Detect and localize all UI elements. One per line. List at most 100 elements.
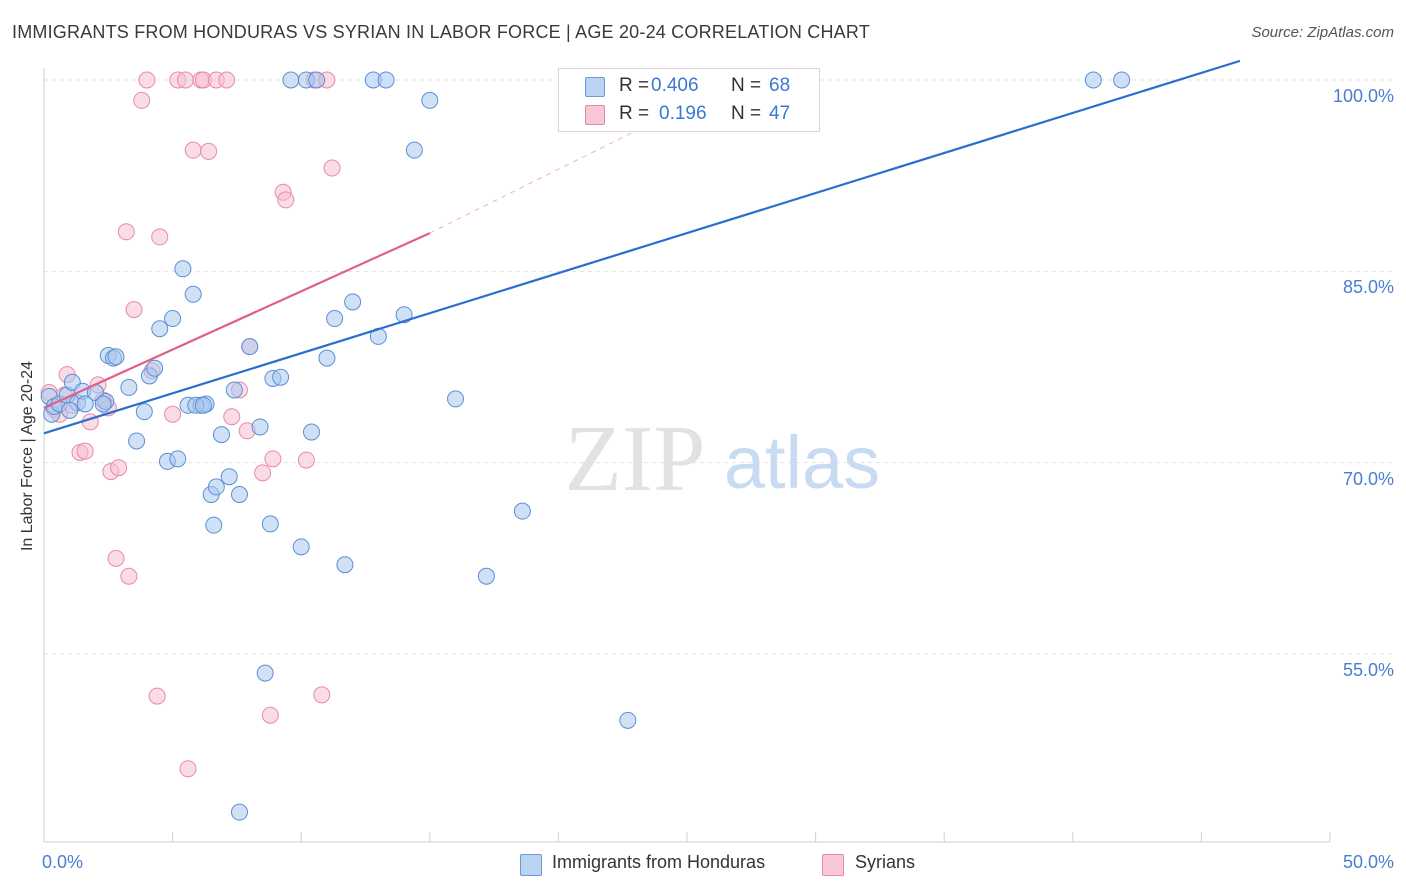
trend-lines	[43, 59, 1241, 435]
point-honduras	[318, 349, 336, 367]
legend-n-value: 68	[769, 75, 791, 96]
point-syrians	[107, 549, 125, 567]
point-syrians	[200, 142, 218, 160]
point-syrians	[176, 71, 194, 89]
point-syrians	[138, 71, 156, 89]
watermark: ZIP atlas	[565, 407, 881, 511]
point-honduras	[76, 395, 94, 413]
legend-row-syrians: R = 0.196 N = 47	[559, 101, 819, 127]
point-honduras	[135, 403, 153, 421]
point-honduras	[146, 359, 164, 377]
point-honduras	[205, 516, 223, 534]
point-honduras	[447, 390, 465, 408]
point-syrians	[297, 451, 315, 469]
point-syrians	[264, 450, 282, 468]
point-honduras	[230, 486, 248, 504]
data-points	[40, 71, 1131, 821]
x-tick-min: 0.0%	[42, 852, 84, 872]
chart-title: IMMIGRANTS FROM HONDURAS VS SYRIAN IN LA…	[12, 22, 870, 42]
point-honduras	[120, 378, 138, 396]
point-syrians	[120, 567, 138, 585]
point-honduras	[256, 664, 274, 682]
point-honduras	[344, 293, 362, 311]
point-honduras	[1084, 71, 1102, 89]
point-honduras	[405, 141, 423, 159]
point-honduras	[282, 71, 300, 89]
point-honduras	[241, 338, 259, 356]
legend-r-label: R =	[619, 103, 650, 124]
point-honduras	[377, 71, 395, 89]
point-honduras	[164, 310, 182, 328]
y-tick-label: 85.0%	[1342, 277, 1394, 298]
y-tick-label: 70.0%	[1342, 468, 1394, 489]
point-syrians	[323, 159, 341, 177]
watermark-atlas: atlas	[724, 421, 880, 504]
trend-line-syrians	[43, 232, 431, 409]
point-honduras	[207, 478, 225, 496]
point-syrians	[179, 760, 197, 778]
point-honduras	[151, 320, 169, 338]
point-honduras	[107, 348, 125, 366]
point-syrians	[151, 228, 169, 246]
gridlines	[44, 79, 1395, 655]
axes	[43, 68, 1331, 843]
point-honduras	[174, 260, 192, 278]
point-honduras	[619, 711, 637, 729]
point-syrians	[277, 191, 295, 209]
point-syrians	[313, 686, 331, 704]
point-honduras	[308, 71, 326, 89]
source-label: Source: ZipAtlas.com	[1251, 24, 1394, 41]
point-syrians	[218, 71, 236, 89]
legend-r-label: R =	[619, 75, 650, 96]
legend-n-value: 47	[769, 103, 791, 124]
point-honduras	[302, 423, 320, 441]
stats-legend: R = 0.406 N = 68 R = 0.196 N = 47	[558, 68, 820, 132]
legend-r-value: 0.406	[651, 75, 699, 96]
point-honduras	[94, 395, 112, 413]
point-syrians	[110, 459, 128, 477]
point-honduras	[230, 803, 248, 821]
point-honduras	[194, 396, 212, 414]
point-honduras	[212, 426, 230, 444]
point-honduras	[326, 310, 344, 328]
point-honduras	[261, 515, 279, 533]
point-syrians	[261, 706, 279, 724]
legend-r-value: 0.196	[659, 103, 707, 124]
point-honduras	[225, 381, 243, 399]
point-syrians	[76, 442, 94, 460]
x-tick-max: 50.0%	[1342, 852, 1394, 872]
point-honduras	[184, 285, 202, 303]
point-honduras	[61, 401, 79, 419]
point-honduras	[421, 91, 439, 109]
point-honduras	[251, 418, 269, 436]
point-honduras	[292, 538, 310, 556]
legend-n-label: N =	[731, 103, 762, 124]
y-tick-label: 55.0%	[1342, 660, 1394, 680]
point-honduras	[336, 556, 354, 574]
point-syrians	[254, 464, 272, 482]
point-syrians	[184, 141, 202, 159]
legend-n-label: N =	[731, 75, 762, 96]
point-syrians	[117, 223, 135, 241]
legend-swatch-blue	[585, 77, 605, 97]
bottom-legend-syrians: Syrians	[855, 852, 916, 872]
bottom-legend-honduras: Immigrants from Honduras	[552, 852, 766, 872]
point-honduras	[128, 432, 146, 450]
point-honduras	[477, 567, 495, 585]
point-honduras	[169, 450, 187, 468]
point-syrians	[133, 91, 151, 109]
point-syrians	[164, 405, 182, 423]
legend-row-honduras: R = 0.406 N = 68	[559, 73, 819, 99]
watermark-zip: ZIP	[565, 407, 706, 511]
point-honduras	[395, 306, 413, 324]
point-syrians	[148, 687, 166, 705]
point-honduras	[220, 468, 238, 486]
bottom-legend-swatch-blue	[520, 854, 542, 876]
legend-swatch-pink	[585, 105, 605, 125]
trend-line-honduras	[43, 59, 1241, 435]
point-syrians	[125, 301, 143, 319]
point-honduras	[1113, 71, 1131, 89]
point-syrians	[223, 408, 241, 426]
bottom-legend-swatch-pink	[822, 854, 844, 876]
